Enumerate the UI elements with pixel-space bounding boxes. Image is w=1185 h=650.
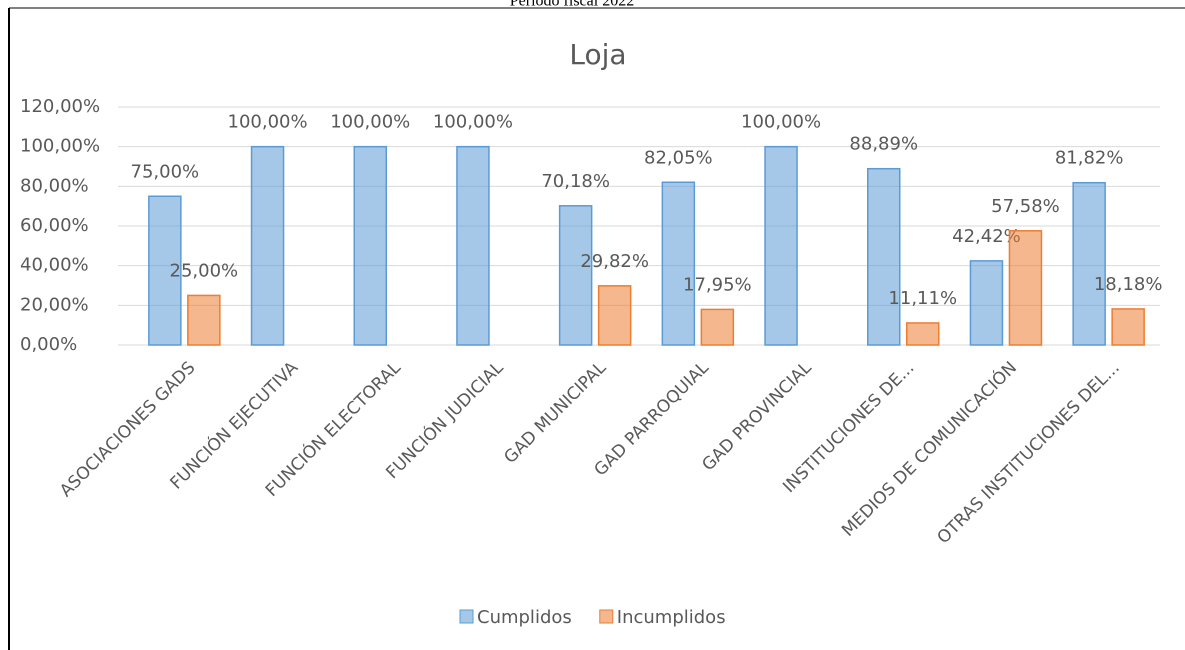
bar bbox=[906, 322, 940, 346]
legend-label: Incumplidos bbox=[617, 607, 726, 628]
bar bbox=[1072, 181, 1106, 346]
x-tick-label: GAD PARROQUIAL bbox=[591, 358, 714, 481]
data-label: 29,82% bbox=[580, 251, 649, 272]
x-tick-label: MEDIOS DE COMUNICACIÓN bbox=[837, 357, 1021, 541]
bar bbox=[1111, 308, 1145, 346]
x-tick-label: OTRAS INSTITUCIONES DEL... bbox=[934, 358, 1124, 548]
bar bbox=[597, 285, 632, 346]
bar bbox=[969, 260, 1004, 346]
y-tick-label: 20,00% bbox=[20, 294, 89, 315]
bar bbox=[250, 145, 285, 346]
bar bbox=[661, 181, 696, 346]
data-label: 18,18% bbox=[1094, 274, 1163, 295]
y-tick-label: 0,00% bbox=[20, 334, 77, 355]
bar bbox=[456, 145, 490, 346]
bar bbox=[148, 195, 182, 346]
y-tick-label: 100,00% bbox=[20, 136, 100, 157]
data-label: 88,89% bbox=[849, 134, 918, 155]
x-tick-label: GAD PROVINCIAL bbox=[698, 358, 816, 476]
legend-swatch bbox=[599, 609, 614, 624]
x-tick-label: GAD MUNICIPAL bbox=[500, 358, 610, 468]
data-label: 57,58% bbox=[991, 196, 1060, 217]
bar bbox=[764, 145, 798, 346]
bar bbox=[187, 294, 221, 346]
data-label: 100,00% bbox=[741, 112, 821, 133]
bar bbox=[353, 145, 387, 346]
bar bbox=[1008, 230, 1043, 346]
legend-swatch bbox=[459, 609, 474, 624]
data-label: 11,11% bbox=[888, 288, 957, 309]
data-label: 82,05% bbox=[644, 147, 713, 168]
data-label: 25,00% bbox=[170, 260, 239, 281]
chart-title: Loja bbox=[569, 38, 626, 71]
y-tick-label: 40,00% bbox=[20, 255, 89, 276]
data-label: 75,00% bbox=[131, 161, 200, 182]
chart-subtitle: Período fiscal 2022 bbox=[510, 0, 634, 10]
y-tick-label: 60,00% bbox=[20, 215, 89, 236]
data-label: 81,82% bbox=[1055, 148, 1124, 169]
data-label: 100,00% bbox=[228, 112, 308, 133]
data-label: 17,95% bbox=[683, 274, 752, 295]
data-label: 100,00% bbox=[433, 112, 513, 133]
data-label: 70,18% bbox=[541, 171, 610, 192]
data-label: 42,42% bbox=[952, 226, 1021, 247]
bar bbox=[558, 205, 593, 346]
y-tick-label: 80,00% bbox=[20, 175, 89, 196]
y-tick-label: 120,00% bbox=[20, 96, 100, 117]
bar bbox=[867, 167, 901, 346]
bar bbox=[700, 308, 735, 346]
legend-label: Cumplidos bbox=[477, 607, 572, 628]
data-label: 100,00% bbox=[330, 112, 410, 133]
